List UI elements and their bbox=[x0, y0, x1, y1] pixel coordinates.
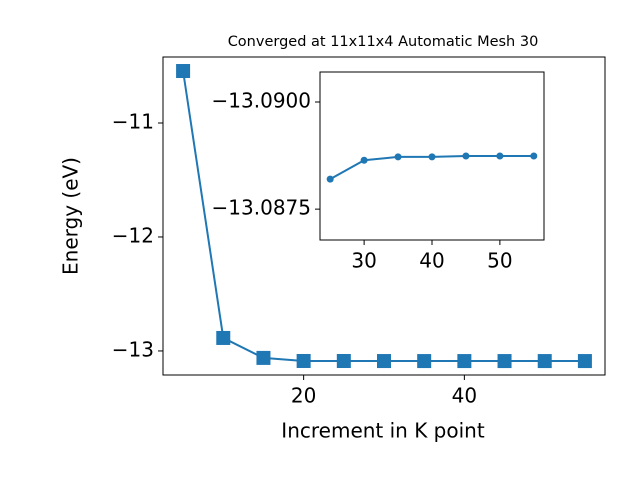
x-tick-label: 20 bbox=[291, 384, 316, 408]
data-marker bbox=[462, 152, 470, 160]
y-axis-label: Energy (eV) bbox=[59, 157, 83, 275]
data-marker bbox=[377, 354, 391, 369]
data-marker bbox=[176, 64, 191, 79]
x-tick-label: 30 bbox=[351, 249, 376, 273]
y-tick-label: −13 bbox=[112, 337, 154, 361]
x-tick-label: 40 bbox=[452, 384, 477, 408]
data-marker bbox=[497, 354, 512, 369]
x-tick-label: 50 bbox=[487, 249, 512, 273]
data-marker bbox=[537, 354, 552, 369]
axes-frame bbox=[162, 56, 606, 376]
data-marker bbox=[417, 354, 432, 369]
data-marker bbox=[530, 152, 538, 160]
data-marker bbox=[394, 153, 402, 161]
data-marker bbox=[457, 354, 472, 369]
x-axis-label: Increment in K point bbox=[281, 419, 485, 443]
data-marker bbox=[256, 350, 271, 365]
data-marker bbox=[577, 354, 592, 369]
data-marker bbox=[326, 175, 334, 183]
y-tick-label: −13.0900 bbox=[212, 89, 311, 113]
data-marker bbox=[296, 353, 311, 368]
data-marker bbox=[428, 153, 436, 161]
data-marker bbox=[216, 330, 231, 345]
x-tick-label: 40 bbox=[419, 249, 444, 273]
y-tick-label: −11 bbox=[112, 109, 154, 133]
axes-frame bbox=[319, 71, 545, 241]
chart-title: Converged at 11x11x4 Automatic Mesh 30 bbox=[228, 34, 539, 50]
y-tick-label: −12 bbox=[112, 223, 154, 247]
data-marker bbox=[336, 354, 351, 369]
data-marker bbox=[496, 152, 504, 160]
data-marker bbox=[360, 156, 368, 164]
y-tick-label: −13.0875 bbox=[212, 196, 311, 220]
